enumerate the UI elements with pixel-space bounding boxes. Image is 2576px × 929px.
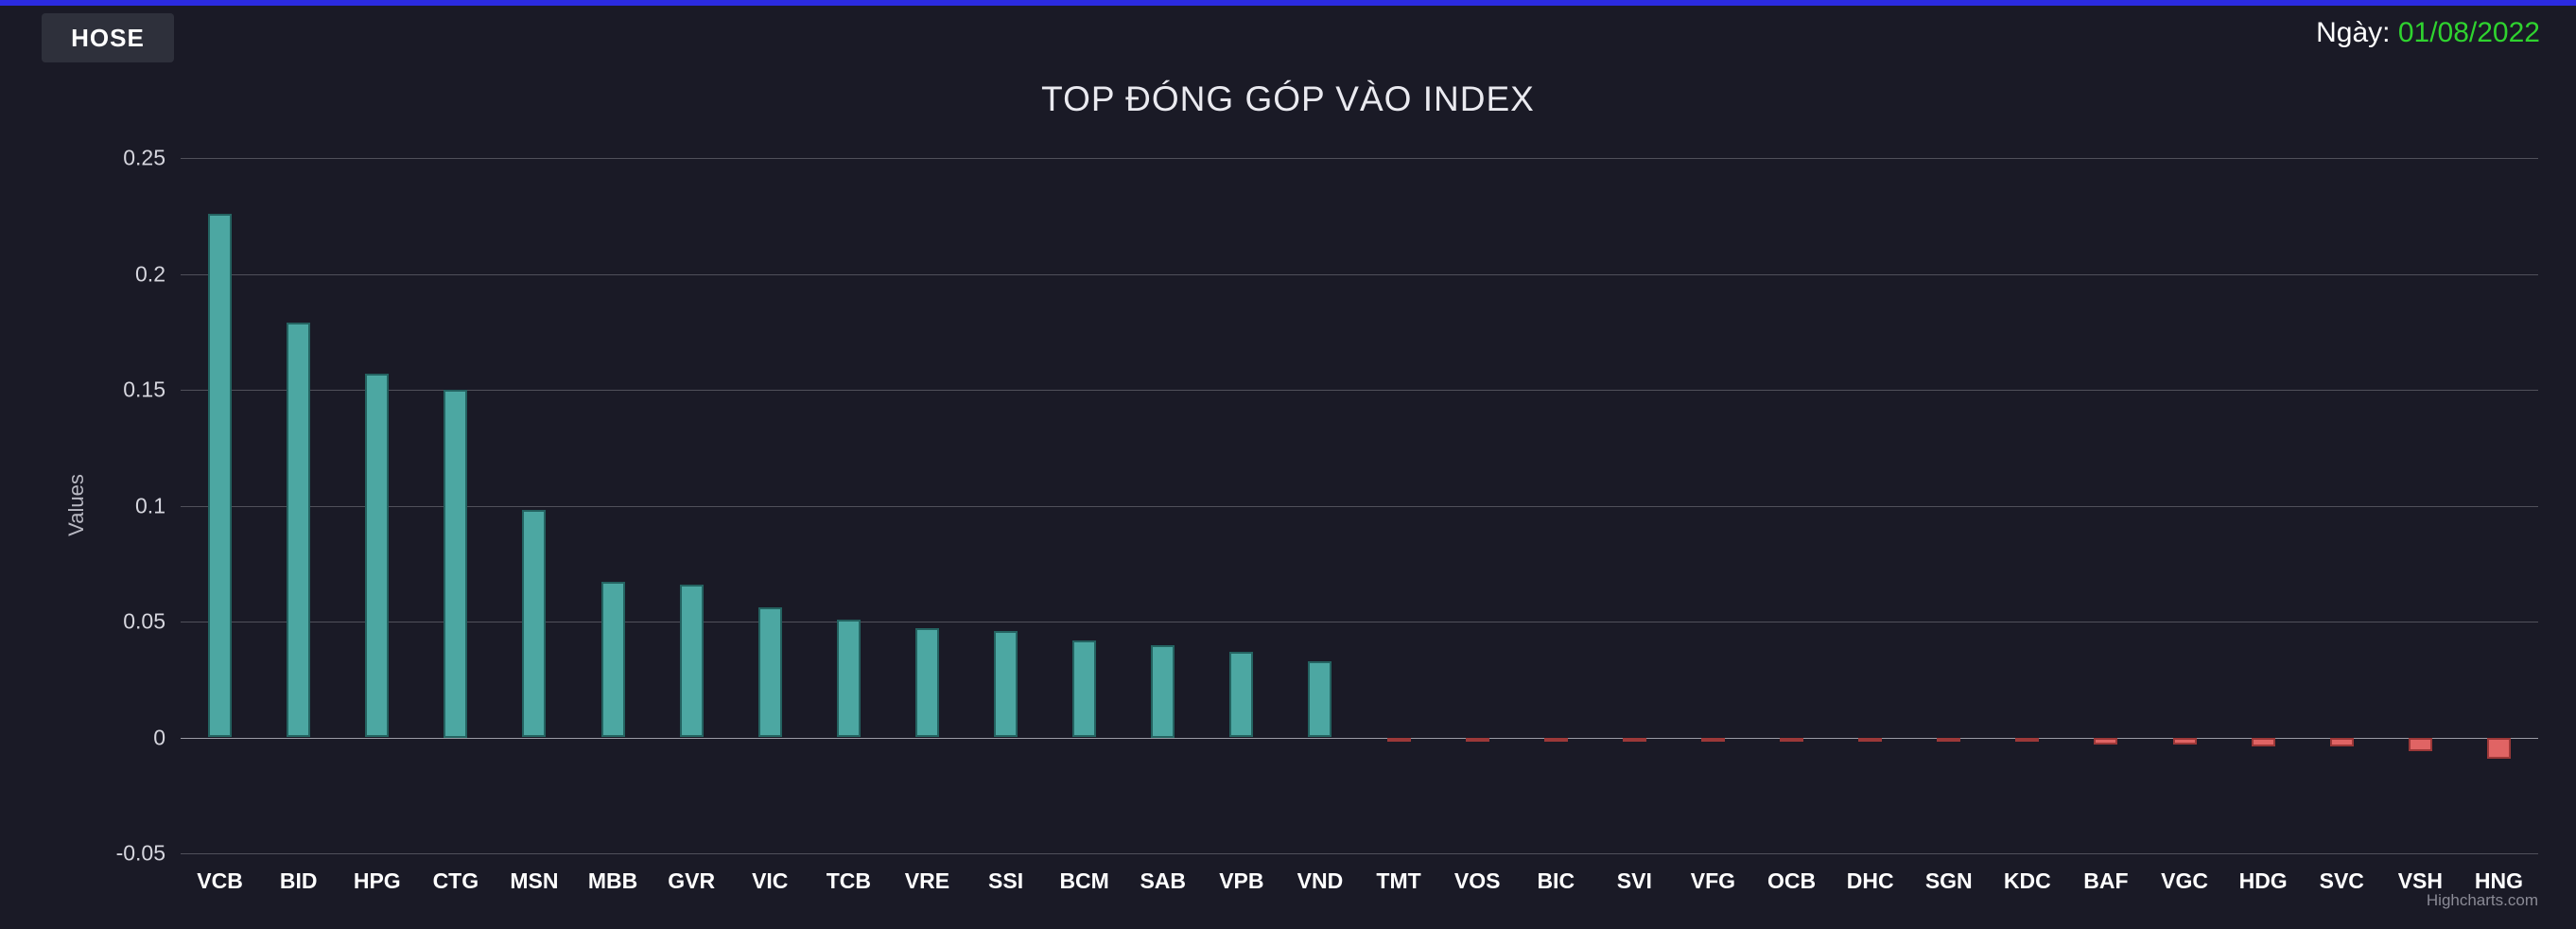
- bar-SVC[interactable]: [2329, 737, 2354, 747]
- bar-VFG[interactable]: [1700, 737, 1725, 742]
- bar-SGN[interactable]: [1937, 737, 1961, 743]
- y-tick-label-0.2: 0.2: [135, 261, 165, 286]
- bar-VIC[interactable]: [757, 607, 782, 738]
- bar-BCM[interactable]: [1072, 640, 1097, 738]
- bar-HDG[interactable]: [2251, 737, 2275, 747]
- bar-VND[interactable]: [1308, 660, 1332, 738]
- bar-HPG[interactable]: [365, 373, 390, 738]
- bar-VRE[interactable]: [914, 628, 939, 738]
- bar-KDC[interactable]: [2015, 737, 2040, 743]
- bar-VGC[interactable]: [2172, 737, 2197, 745]
- bar-SAB[interactable]: [1151, 644, 1175, 738]
- x-axis-label-GVR: GVR: [668, 868, 716, 893]
- top-accent-bar: [0, 0, 2576, 6]
- x-axis-label-BIC: BIC: [1537, 868, 1575, 893]
- y-axis-title: Values: [64, 474, 88, 536]
- x-axis-label-BAF: BAF: [2083, 868, 2129, 893]
- y-tick-label-0.05: 0.05: [123, 608, 165, 634]
- bar-SVI[interactable]: [1622, 737, 1646, 742]
- gridline: [181, 853, 2538, 854]
- highcharts-credit[interactable]: Highcharts.com: [2426, 891, 2538, 909]
- date-value: 01/08/2022: [2397, 17, 2540, 48]
- bar-VPB[interactable]: [1229, 651, 1254, 738]
- y-tick-label-0.25: 0.25: [123, 145, 165, 170]
- x-axis-label-VRE: VRE: [904, 868, 950, 893]
- x-axis-label-VND: VND: [1297, 868, 1344, 893]
- x-axis-label-SAB: SAB: [1140, 868, 1187, 893]
- x-axis-label-BCM: BCM: [1059, 868, 1109, 893]
- x-axis-label-HNG: HNG: [2474, 868, 2523, 893]
- y-tick-label-0: 0: [153, 725, 165, 749]
- x-axis-label-VCB: VCB: [197, 868, 243, 893]
- zero-line: [181, 737, 2538, 739]
- x-axis-label-KDC: KDC: [2003, 868, 2051, 893]
- x-axis-label-CTG: CTG: [432, 868, 479, 893]
- x-axis-label-VOS: VOS: [1453, 868, 1501, 893]
- x-axis-label-HDG: HDG: [2238, 868, 2288, 893]
- date-label: Ngày:: [2316, 17, 2398, 48]
- bar-DHC[interactable]: [1858, 737, 1883, 743]
- x-axis-label-OCB: OCB: [1767, 868, 1817, 893]
- bar-OCB[interactable]: [1780, 737, 1804, 743]
- bar-MBB[interactable]: [600, 582, 625, 738]
- gridline: [181, 505, 2538, 507]
- bar-HNG[interactable]: [2486, 737, 2511, 759]
- x-axis-label-VSH: VSH: [2397, 868, 2443, 893]
- plot-area: 0.25 0.2 0.15 0.1 0.05 0 -0.05 VCB BID HPG CTG MSN M…: [116, 146, 2538, 893]
- bar-TMT[interactable]: [1386, 737, 1411, 742]
- x-axis-label-SSI: SSI: [988, 868, 1024, 893]
- x-axis-label-TMT: TMT: [1376, 868, 1421, 893]
- bar-BID[interactable]: [287, 322, 311, 738]
- bar-TCB[interactable]: [836, 619, 861, 738]
- x-axis-label-HPG: HPG: [353, 868, 401, 893]
- header: HOSE Ngày: 01/08/2022: [0, 6, 2576, 68]
- bar-VCB[interactable]: [208, 213, 233, 738]
- gridline: [181, 158, 2538, 159]
- x-axis-label-SGN: SGN: [1924, 868, 1973, 893]
- y-tick-label-0.15: 0.15: [123, 377, 165, 402]
- date-display: Ngày: 01/08/2022: [2316, 17, 2540, 49]
- x-axis-label-VGC: VGC: [2161, 868, 2208, 893]
- gridline: [181, 390, 2538, 391]
- bar-GVR[interactable]: [679, 584, 704, 738]
- x-axis-label-VFG: VFG: [1690, 868, 1736, 893]
- bar-MSN[interactable]: [522, 510, 547, 738]
- x-axis-label-MSN: MSN: [510, 868, 559, 893]
- exchange-tab-hose[interactable]: HOSE: [42, 13, 174, 62]
- x-axis-label-SVI: SVI: [1616, 868, 1652, 893]
- bar-BAF[interactable]: [2094, 737, 2118, 745]
- bar-SSI[interactable]: [994, 630, 1018, 738]
- x-axis-label-BID: BID: [279, 868, 318, 893]
- bar-CTG[interactable]: [444, 390, 468, 738]
- x-axis-label-TCB: TCB: [826, 868, 871, 893]
- x-axis-label-DHC: DHC: [1846, 868, 1894, 893]
- x-axis-label-SVC: SVC: [2319, 868, 2364, 893]
- bar-VSH[interactable]: [2408, 737, 2432, 752]
- y-tick-label-0.1: 0.1: [135, 493, 165, 517]
- bar-VOS[interactable]: [1465, 737, 1489, 742]
- y-tick-label--0.05: -0.05: [115, 840, 165, 866]
- bar-BIC[interactable]: [1543, 737, 1568, 742]
- gridline: [181, 273, 2538, 275]
- x-axis-label-VIC: VIC: [752, 868, 789, 893]
- x-axis-label-MBB: MBB: [587, 868, 638, 893]
- chart-title: TOP ĐÓNG GÓP VÀO INDEX: [1041, 79, 1535, 118]
- x-axis-label-VPB: VPB: [1219, 868, 1264, 893]
